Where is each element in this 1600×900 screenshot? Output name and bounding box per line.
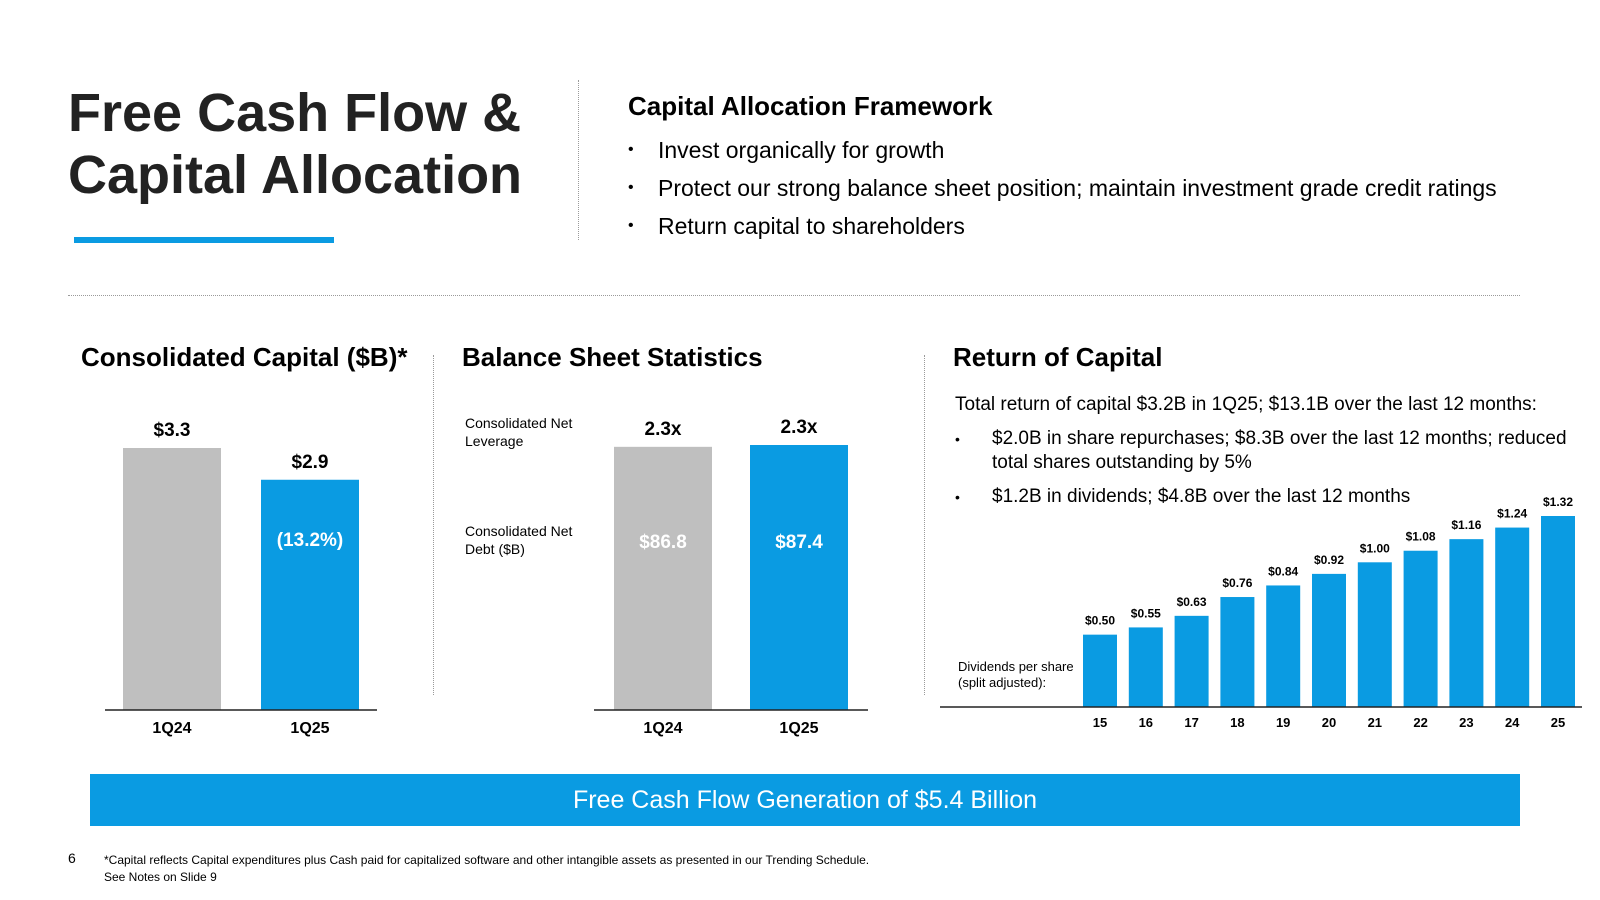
bullet-icon: •	[628, 217, 634, 234]
bullet-icon: •	[628, 141, 634, 158]
dividend-bar	[1495, 527, 1530, 707]
return-summary: Total return of capital $3.2B in 1Q25; $…	[955, 394, 1537, 415]
debt-value-label: $87.4	[775, 532, 823, 553]
framework-bullet: • Return capital to shareholders	[628, 211, 1497, 249]
debt-bar	[614, 446, 712, 710]
capital-chart-title: Consolidated Capital ($B)*	[81, 342, 408, 372]
dividend-value-label: $0.55	[1131, 606, 1161, 620]
dividend-year-label: 21	[1368, 715, 1382, 730]
framework-bullet: • Invest organically for growth	[628, 135, 1497, 173]
dividend-year-label: 18	[1230, 715, 1244, 730]
balance-row-label: Consolidated Net	[465, 523, 573, 539]
balance-row-label: Consolidated Net	[465, 415, 573, 431]
balance-row-label: Debt ($B)	[465, 541, 525, 557]
return-bullet: • $1.2B in dividends; $4.8B over the last…	[955, 485, 1575, 509]
return-bullet: • $2.0B in share repurchases; $8.3B over …	[955, 427, 1575, 475]
leverage-value-label: 2.3x	[645, 419, 682, 440]
dividend-bar	[1128, 627, 1163, 707]
capital-value-label: $3.3	[154, 420, 191, 441]
dividend-bar	[1083, 634, 1117, 707]
dividend-bar	[1312, 573, 1346, 707]
framework-bullet-text: Invest organically for growth	[658, 137, 945, 163]
dividend-year-label: 20	[1322, 715, 1336, 730]
page-title: Free Cash Flow & Capital Allocation	[68, 82, 522, 206]
dividend-bar	[1174, 615, 1209, 707]
debt-value-label: $86.8	[639, 532, 687, 553]
section-divider	[68, 295, 1520, 296]
bullet-icon: •	[955, 489, 960, 505]
chart-divider-1	[433, 355, 434, 695]
capital-change-label: (13.2%)	[277, 530, 344, 551]
capital-value-label: $2.9	[292, 452, 329, 473]
page-title-line-2: Capital Allocation	[68, 145, 523, 205]
dividend-year-label: 16	[1139, 715, 1153, 730]
capital-category-label: 1Q25	[290, 720, 329, 737]
dividend-bar	[1449, 539, 1484, 707]
dividend-value-label: $0.50	[1085, 614, 1115, 628]
dividend-value-label: $1.24	[1497, 507, 1527, 521]
dividend-year-label: 15	[1093, 715, 1107, 730]
dividend-value-label: $1.16	[1451, 518, 1481, 532]
dividend-bar	[1541, 516, 1575, 707]
dividend-value-label: $0.76	[1222, 576, 1252, 590]
return-bullet-text: $2.0B in share repurchases; $8.3B over t…	[992, 428, 1567, 473]
footnote: *Capital reflects Capital expenditures p…	[104, 852, 869, 886]
title-underline	[74, 237, 334, 243]
dividend-value-label: $1.00	[1360, 541, 1390, 555]
dividend-value-label: $0.92	[1314, 553, 1344, 567]
framework-bullet-text: Protect our strong balance sheet positio…	[658, 175, 1497, 201]
footnote-line-2: See Notes on Slide 9	[104, 870, 217, 884]
dividend-year-label: 25	[1551, 715, 1565, 730]
header-divider	[578, 80, 579, 240]
dividend-axis-title: (split adjusted):	[958, 675, 1046, 690]
dividend-bar	[1403, 550, 1438, 707]
balance-sheet-title: Balance Sheet Statistics	[462, 342, 763, 372]
framework-bullet: • Protect our strong balance sheet positi…	[628, 173, 1497, 211]
dividend-year-label: 22	[1413, 715, 1427, 730]
page-number: 6	[68, 850, 76, 866]
dividend-bar	[1357, 562, 1392, 707]
dividend-year-label: 19	[1276, 715, 1290, 730]
framework-list: • Invest organically for growth • Protect …	[628, 135, 1497, 249]
balance-category-label: 1Q24	[643, 720, 682, 737]
capital-bar	[123, 448, 221, 710]
framework-bullet-text: Return capital to shareholders	[658, 213, 965, 239]
return-bullet-text: $1.2B in dividends; $4.8B over the last …	[992, 486, 1411, 507]
debt-bar	[750, 445, 848, 710]
dividend-value-label: $0.84	[1268, 564, 1298, 578]
dividend-year-label: 24	[1505, 715, 1520, 730]
dividend-bar	[1220, 597, 1255, 707]
framework-title: Capital Allocation Framework	[628, 91, 993, 121]
dividend-axis-title: Dividends per share	[958, 659, 1074, 674]
capital-bar	[261, 479, 359, 710]
balance-row-label: Leverage	[465, 433, 524, 449]
dividend-bar	[1266, 585, 1301, 707]
dividend-value-label: $1.08	[1406, 530, 1436, 544]
bullet-icon: •	[955, 431, 960, 447]
footnote-line-1: *Capital reflects Capital expenditures p…	[104, 853, 870, 867]
leverage-value-label: 2.3x	[781, 417, 818, 438]
balance-category-label: 1Q25	[779, 720, 818, 737]
dividend-year-label: 23	[1459, 715, 1473, 730]
fcf-banner: Free Cash Flow Generation of $5.4 Billio…	[90, 774, 1520, 826]
bullet-icon: •	[628, 179, 634, 196]
dividend-value-label: $1.32	[1543, 495, 1573, 509]
chart-divider-2	[924, 355, 925, 695]
dividend-value-label: $0.63	[1177, 595, 1207, 609]
return-of-capital-title: Return of Capital	[953, 342, 1163, 372]
capital-category-label: 1Q24	[152, 720, 191, 737]
page-title-line-1: Free Cash Flow &	[68, 83, 522, 143]
return-list: • $2.0B in share repurchases; $8.3B over …	[955, 427, 1575, 519]
dividend-year-label: 17	[1184, 715, 1198, 730]
